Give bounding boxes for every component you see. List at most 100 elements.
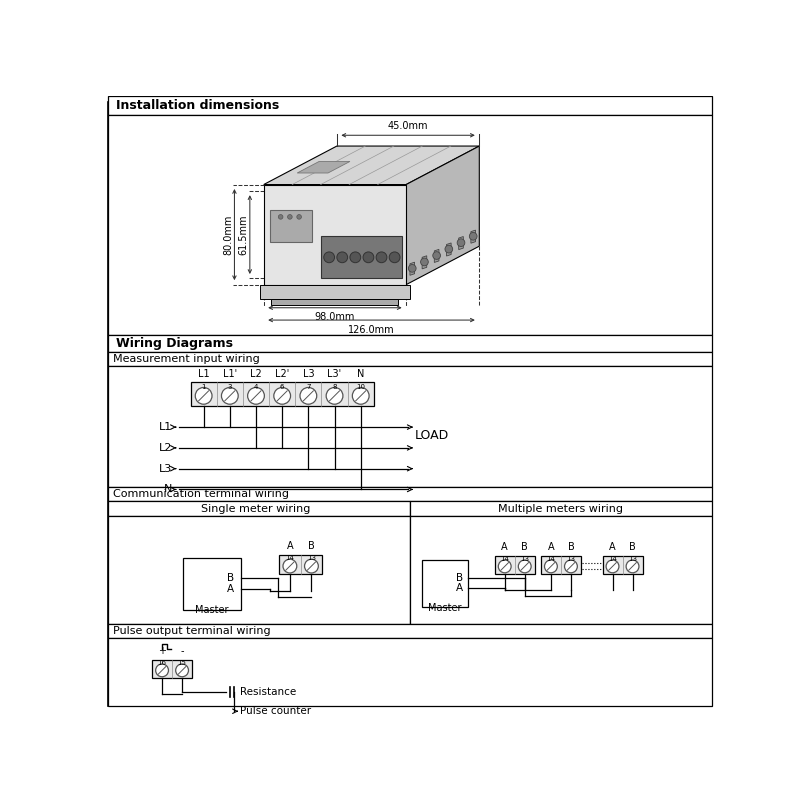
Circle shape: [195, 387, 212, 404]
Text: Single meter wiring: Single meter wiring: [202, 504, 310, 514]
Circle shape: [324, 252, 334, 262]
Text: A: A: [286, 541, 293, 551]
Polygon shape: [406, 146, 479, 285]
Bar: [108, 334, 712, 352]
Text: 6: 6: [280, 383, 285, 390]
Polygon shape: [264, 185, 406, 285]
Text: Communication terminal wiring: Communication terminal wiring: [113, 489, 289, 499]
Text: A: A: [547, 542, 554, 552]
Text: Multiple meters wiring: Multiple meters wiring: [498, 504, 623, 514]
Circle shape: [156, 664, 169, 677]
Circle shape: [297, 214, 302, 219]
Circle shape: [433, 252, 441, 259]
Text: 126.0mm: 126.0mm: [348, 325, 395, 334]
Text: -: -: [180, 646, 184, 656]
Circle shape: [287, 214, 292, 219]
Circle shape: [274, 387, 290, 404]
Bar: [108, 517, 410, 624]
Polygon shape: [410, 262, 414, 275]
Circle shape: [222, 387, 238, 404]
Text: 7: 7: [306, 383, 310, 390]
Text: 13: 13: [520, 556, 530, 562]
Bar: [322, 236, 402, 278]
Text: L2: L2: [250, 369, 262, 378]
Bar: [494, 556, 534, 574]
Bar: [108, 96, 712, 115]
Circle shape: [457, 239, 465, 246]
Text: 14: 14: [286, 555, 294, 562]
Circle shape: [352, 387, 369, 404]
Text: LOAD: LOAD: [414, 429, 449, 442]
Text: L1: L1: [159, 422, 172, 432]
Bar: [183, 558, 241, 610]
Circle shape: [376, 252, 387, 262]
Circle shape: [470, 233, 477, 240]
Circle shape: [421, 258, 428, 266]
Text: L1': L1': [222, 369, 237, 378]
Text: N: N: [357, 369, 365, 378]
Polygon shape: [434, 250, 439, 262]
Circle shape: [545, 560, 558, 573]
Circle shape: [445, 246, 453, 253]
Bar: [270, 210, 312, 242]
Bar: [108, 487, 712, 501]
Text: 98.0mm: 98.0mm: [314, 311, 355, 322]
Bar: [108, 352, 712, 366]
Text: 14: 14: [500, 556, 509, 562]
Circle shape: [176, 664, 189, 677]
Text: Installation dimensions: Installation dimensions: [116, 99, 279, 112]
Text: Pulse counter: Pulse counter: [240, 706, 311, 716]
Circle shape: [498, 560, 511, 573]
Bar: [108, 115, 712, 334]
Polygon shape: [422, 256, 426, 269]
Text: 45.0mm: 45.0mm: [388, 121, 428, 130]
Polygon shape: [446, 243, 451, 256]
Polygon shape: [297, 162, 350, 173]
Text: 15: 15: [178, 660, 186, 666]
Circle shape: [363, 252, 374, 262]
Text: L3': L3': [327, 369, 342, 378]
Text: Master: Master: [195, 605, 229, 615]
Bar: [410, 501, 712, 517]
Text: L2: L2: [158, 443, 172, 453]
Bar: [108, 366, 712, 487]
Text: B: B: [629, 542, 636, 552]
Circle shape: [626, 560, 639, 573]
Text: B: B: [308, 541, 315, 551]
Circle shape: [408, 265, 416, 272]
Text: 10: 10: [356, 383, 366, 390]
Text: B: B: [567, 542, 574, 552]
Polygon shape: [458, 237, 463, 250]
Circle shape: [248, 387, 264, 404]
Text: L1: L1: [198, 369, 210, 378]
Text: 13: 13: [566, 556, 575, 562]
Text: Wiring Diagrams: Wiring Diagrams: [116, 337, 233, 350]
Text: N: N: [164, 485, 172, 494]
Text: +: +: [158, 646, 166, 656]
Text: L3: L3: [159, 464, 172, 474]
Bar: [108, 638, 712, 706]
Bar: [422, 559, 468, 607]
Text: Pulse output terminal wiring: Pulse output terminal wiring: [113, 626, 270, 636]
Bar: [108, 624, 712, 638]
Bar: [190, 382, 374, 406]
Text: Resistance: Resistance: [240, 687, 296, 697]
Bar: [260, 285, 410, 298]
Circle shape: [278, 214, 283, 219]
Text: A: A: [227, 585, 234, 594]
Text: 13: 13: [307, 555, 316, 562]
Text: 80.0mm: 80.0mm: [223, 214, 234, 254]
Text: 8: 8: [332, 383, 337, 390]
Circle shape: [606, 560, 619, 573]
Text: A: A: [456, 583, 463, 593]
Text: 13: 13: [628, 556, 637, 562]
Circle shape: [300, 387, 317, 404]
Circle shape: [565, 560, 578, 573]
Text: L3: L3: [302, 369, 314, 378]
Text: A: A: [502, 542, 508, 552]
Circle shape: [283, 559, 297, 573]
Text: 14: 14: [546, 556, 555, 562]
Bar: [271, 298, 398, 305]
Circle shape: [305, 559, 318, 573]
Bar: [279, 555, 322, 574]
